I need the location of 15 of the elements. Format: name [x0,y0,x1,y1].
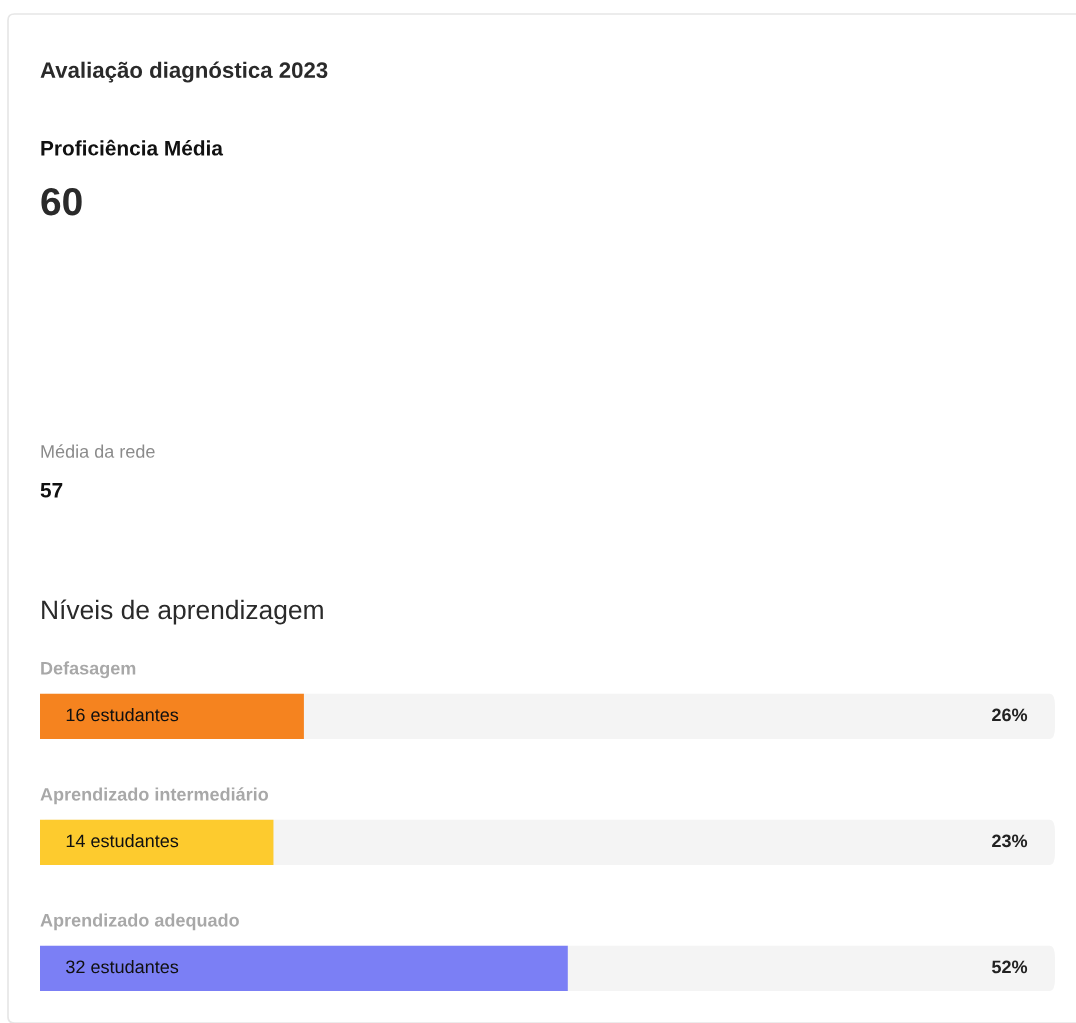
y-tick-label: Defasagem [41,661,136,679]
text: 60 [41,187,82,216]
text: Média da rede [41,444,155,458]
annotation: 16 estudantes [66,708,179,722]
annotation: 14 estudantes [66,834,179,848]
y-tick-label: Aprendizado intermediário [40,787,269,805]
y-tick-label: Aprendizado adequado [40,913,239,931]
data-label: 52% [992,960,1028,974]
annotation: 32 estudantes [66,960,179,974]
data-label: 23% [992,834,1028,848]
text: 57 [40,483,63,498]
text: Proficiência Média [41,139,224,156]
data-label: 26% [992,708,1028,722]
chart-subtitle: Níveis de aprendizagem [42,599,323,625]
chart-title: Avaliação diagnóstica 2023 [40,61,328,83]
